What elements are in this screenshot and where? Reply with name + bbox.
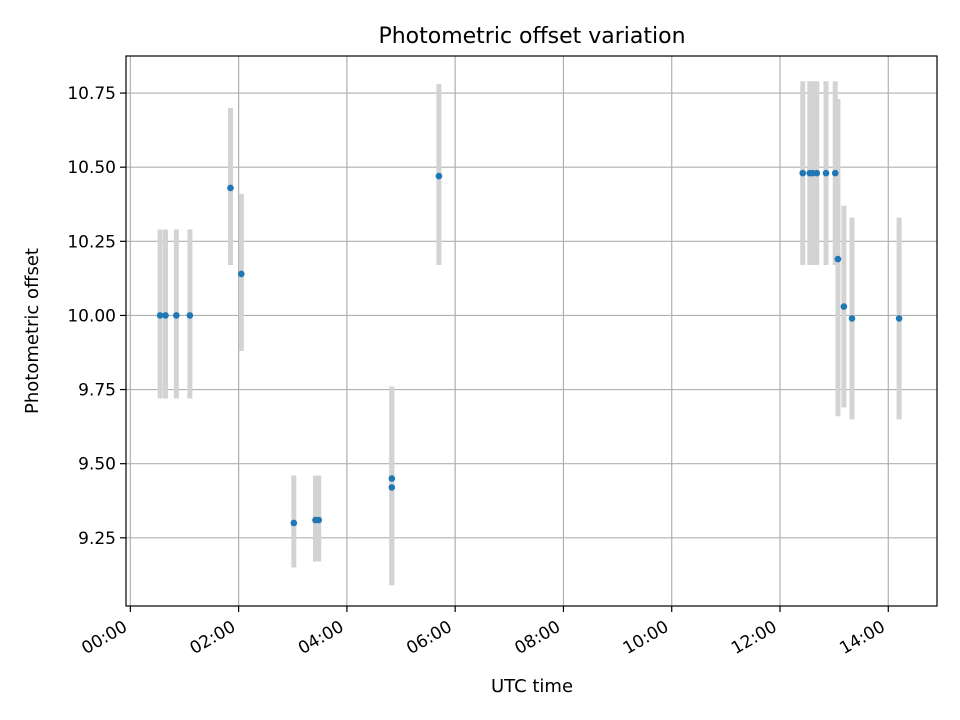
y-axis-label: Photometric offset: [22, 248, 43, 414]
y-tick-label: 10.75: [67, 84, 116, 104]
data-point: [162, 312, 169, 319]
data-point: [834, 255, 842, 263]
data-point: [290, 519, 298, 527]
y-tick-label: 9.50: [78, 455, 116, 475]
data-point: [799, 169, 807, 177]
y-tick-label: 9.75: [78, 381, 116, 401]
y-tick-label: 10.50: [67, 158, 116, 178]
data-point: [186, 312, 194, 319]
data-point: [238, 270, 245, 278]
y-tick-label: 9.25: [78, 529, 116, 549]
data-point: [315, 516, 323, 524]
plot-frame: [125, 55, 938, 607]
data-point: [388, 484, 396, 491]
data-point: [156, 312, 164, 319]
point-layer: [156, 169, 903, 527]
data-point: [388, 475, 396, 482]
data-point: [831, 169, 839, 177]
data-point: [435, 172, 443, 180]
data-point: [895, 315, 903, 322]
data-point: [173, 312, 180, 319]
data-point: [840, 303, 848, 310]
grid-layer: [126, 56, 937, 606]
data-point: [227, 184, 234, 192]
y-tick-label: 10.25: [67, 232, 116, 252]
data-point: [848, 315, 856, 322]
x-axis-label: UTC time: [491, 676, 573, 697]
y-tick-label: 10.00: [67, 306, 116, 326]
data-point: [822, 169, 830, 177]
data-point: [813, 169, 821, 177]
chart-title: Photometric offset variation: [378, 24, 685, 49]
